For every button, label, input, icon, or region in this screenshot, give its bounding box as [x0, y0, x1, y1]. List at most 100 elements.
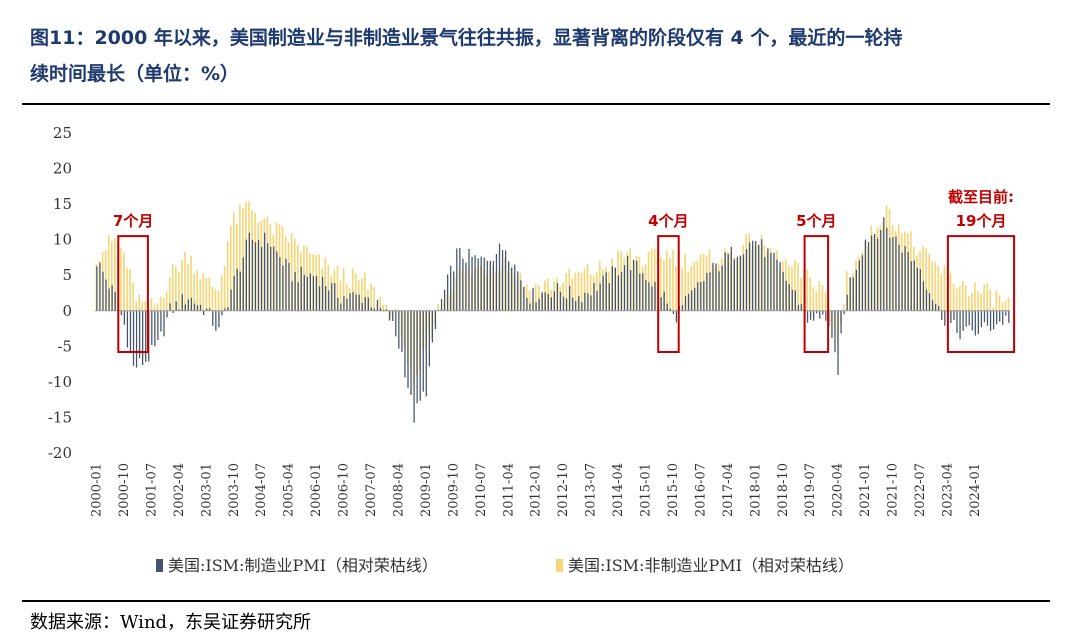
bar-nonmfg: [202, 272, 205, 311]
bar-mfg: [120, 310, 122, 316]
bar-nonmfg: [589, 274, 592, 311]
annotation-box: [803, 235, 830, 354]
bar-mfg: [626, 255, 629, 311]
bar-mfg: [709, 272, 711, 311]
bar-mfg: [312, 276, 315, 311]
bar-mfg: [386, 309, 388, 311]
bar-nonmfg: [964, 285, 967, 311]
bar-mfg: [800, 303, 803, 311]
x-tick-label: 2024-01: [968, 463, 983, 517]
bar-mfg: [190, 297, 193, 311]
bar-mfg: [822, 310, 824, 315]
bar-mfg: [193, 303, 196, 311]
bar-mfg: [630, 270, 632, 311]
bar-mfg: [294, 271, 296, 311]
bar-mfg: [443, 289, 446, 311]
bar-nonmfg: [693, 262, 696, 311]
bar-mfg: [474, 255, 476, 311]
bar-nonmfg: [141, 301, 144, 311]
legend-label-mfg: 美国:ISM:制造业PMI（相对荣枯线）: [168, 556, 438, 575]
bar-mfg: [276, 251, 278, 311]
bar-nonmfg: [690, 266, 693, 311]
bar-mfg: [928, 293, 931, 311]
bar-mfg: [806, 310, 809, 323]
x-tick-label: 2019-07: [803, 463, 818, 517]
bar-nonmfg: [980, 293, 982, 311]
bar-mfg: [108, 288, 110, 311]
bar-mfg: [919, 269, 922, 311]
bar-mfg: [151, 310, 153, 346]
bar-mfg: [184, 304, 186, 311]
bar-mfg: [264, 232, 266, 311]
x-tick-label: 2017-04: [721, 463, 736, 517]
bar-mfg: [331, 283, 333, 311]
bar-mfg: [962, 310, 964, 331]
x-tick-label: 2003-10: [227, 463, 242, 517]
chart: 25 20 15 10 5 0 -5 -10 -15 -20 2000-01 2000-10 2001…: [48, 124, 1016, 575]
bar-mfg: [895, 236, 897, 311]
x-tick-label: 2023-04: [940, 463, 955, 517]
bar-mfg: [986, 310, 989, 326]
annotation-label: 7个月: [113, 212, 153, 230]
bar-nonmfg: [351, 268, 354, 311]
bar-mfg: [532, 287, 534, 311]
bar-mfg: [596, 291, 598, 311]
bar-mfg: [471, 256, 473, 311]
x-tick-label: 2004-07: [254, 463, 269, 517]
bar-mfg: [633, 259, 635, 311]
bar-nonmfg: [922, 246, 924, 311]
bar-mfg: [684, 296, 687, 311]
bar-mfg: [242, 257, 244, 311]
bar-mfg: [553, 291, 556, 311]
bar-mfg: [623, 265, 626, 311]
bar-nonmfg: [971, 292, 973, 311]
bar-nonmfg: [232, 212, 235, 311]
bar-mfg: [593, 282, 595, 311]
title-line-2: 续时间最长（单位：%）: [30, 63, 240, 85]
bar-mfg: [852, 277, 854, 311]
bar-mfg: [285, 258, 287, 311]
bar-mfg: [538, 298, 540, 311]
bar-mfg: [559, 291, 562, 311]
bar-mfg: [816, 310, 818, 314]
bar-mfg: [880, 230, 882, 311]
bar-mfg: [355, 294, 357, 311]
bar-mfg: [782, 271, 784, 311]
x-tick-label: 2015-01: [639, 463, 654, 517]
bar-nonmfg: [842, 303, 845, 311]
bar-mfg: [517, 271, 519, 311]
bar-mfg: [660, 297, 662, 311]
bar-mfg: [861, 255, 864, 311]
bar-mfg: [913, 260, 915, 311]
bar-mfg: [840, 310, 842, 334]
bar-mfg: [157, 310, 159, 341]
bar-mfg: [447, 274, 449, 311]
bar-mfg: [697, 282, 699, 311]
bar-nonmfg: [226, 241, 229, 311]
bar-mfg: [602, 275, 604, 311]
bar-nonmfg: [379, 296, 382, 311]
bar-mfg: [373, 308, 376, 311]
bar-mfg: [233, 275, 235, 311]
bar-mfg: [166, 310, 168, 318]
bar-nonmfg: [214, 289, 217, 311]
bar-mfg: [608, 283, 610, 311]
bar-mfg: [620, 271, 623, 311]
bar-mfg: [459, 247, 461, 311]
bar-mfg: [410, 310, 412, 395]
bar-mfg: [922, 281, 925, 311]
bar-mfg: [163, 310, 165, 337]
bar-nonmfg: [583, 268, 586, 311]
bar-mfg: [483, 257, 485, 311]
bar-mfg: [419, 310, 421, 401]
bar-nonmfg: [162, 297, 165, 311]
x-tick-label: 2018-10: [776, 463, 791, 517]
bar-mfg: [267, 243, 269, 311]
bar-mfg: [358, 294, 360, 311]
bar-nonmfg: [159, 296, 162, 311]
bar-nonmfg: [800, 277, 802, 311]
bar-mfg: [172, 310, 174, 314]
bar-nonmfg: [812, 287, 815, 311]
annotation-label: 19个月: [956, 212, 1007, 230]
bar-nonmfg: [974, 282, 976, 311]
